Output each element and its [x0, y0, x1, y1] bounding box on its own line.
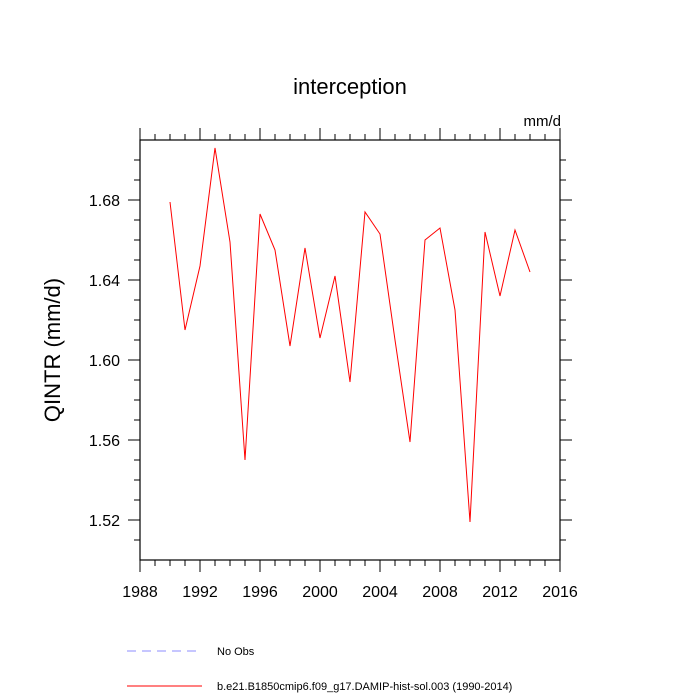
legend-label: b.e21.B1850cmip6.f09_g17.DAMIP-hist-sol.…	[217, 681, 512, 693]
x-tick-label: 1988	[122, 584, 158, 601]
legend-label: No Obs	[217, 646, 255, 658]
y-axis-label: QINTR (mm/d)	[40, 278, 65, 422]
x-tick-label: 2004	[362, 584, 398, 601]
x-tick-label: 1992	[182, 584, 218, 601]
tick-labels: 1988 1992 1996 2000 2004 2008 2012 2016 1.52 1.56…	[89, 193, 578, 601]
x-tick-label: 2012	[482, 584, 518, 601]
axis-ticks	[128, 128, 572, 572]
units-label: mm/d	[524, 113, 562, 130]
series-layer	[169, 147, 531, 523]
x-tick-label: 1996	[242, 584, 278, 601]
x-tick-label: 2008	[422, 584, 458, 601]
chart-title: interception	[293, 74, 407, 99]
series-line	[169, 147, 531, 523]
y-tick-label: 1.60	[89, 353, 120, 370]
x-tick-label: 2000	[302, 584, 338, 601]
y-tick-label: 1.68	[89, 193, 120, 210]
legend: No Obs b.e21.B1850cmip6.f09_g17.DAMIP-his…	[127, 646, 512, 693]
y-tick-label: 1.52	[89, 513, 120, 530]
y-tick-label: 1.56	[89, 433, 120, 450]
plot-frame	[139, 139, 561, 561]
y-tick-label: 1.64	[89, 273, 120, 290]
x-tick-label: 2016	[542, 584, 578, 601]
